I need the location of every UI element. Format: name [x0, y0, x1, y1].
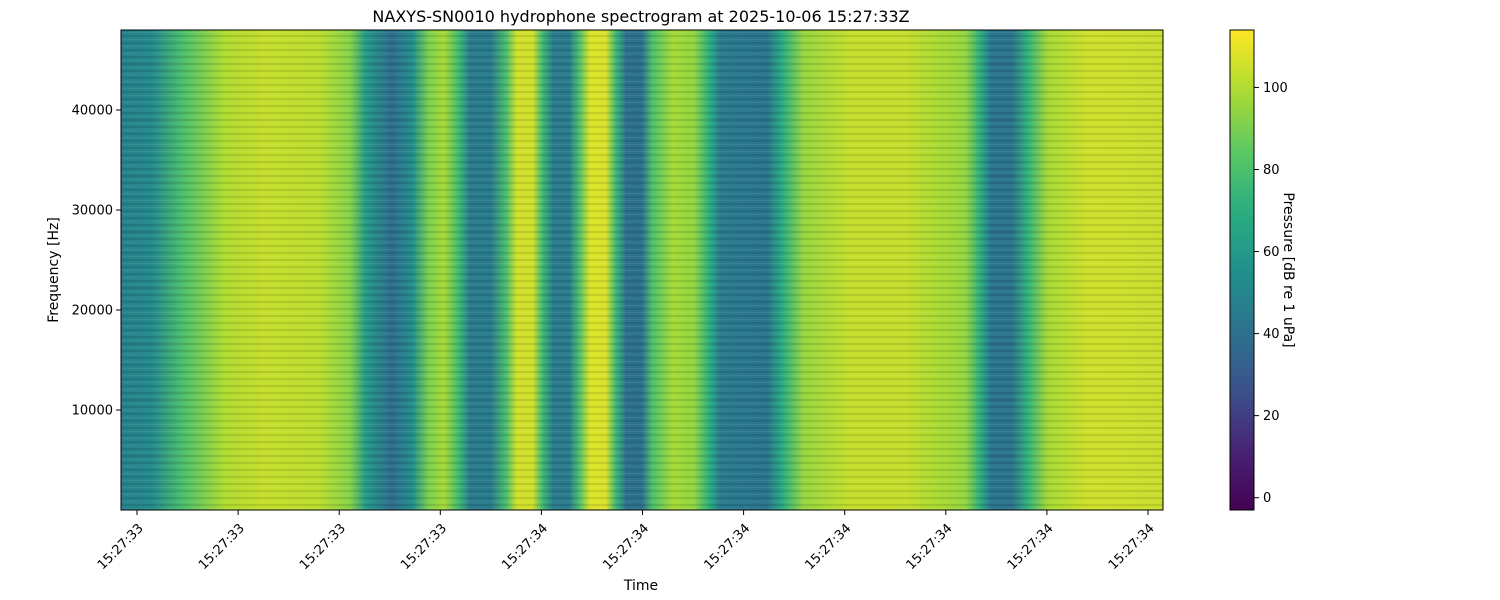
colorbar-tick-label: 100 — [1263, 81, 1288, 96]
x-tick-label: 15:27:34 — [1106, 521, 1158, 573]
colorbar-frame — [1229, 29, 1255, 511]
x-tick-label: 15:27:34 — [499, 521, 551, 573]
chart-title: NAXYS-SN0010 hydrophone spectrogram at 2… — [372, 7, 909, 26]
colorbar-tick-label: 0 — [1263, 491, 1271, 506]
x-tick-label: 15:27:34 — [1005, 521, 1057, 573]
y-tick-label: 30000 — [72, 204, 113, 219]
x-tick-label: 15:27:34 — [904, 521, 956, 573]
x-axis: 15:27:33 15:27:33 15:27:33 15:27:33 15:27:34… — [95, 510, 1158, 573]
x-tick-label: 15:27:33 — [95, 521, 147, 573]
x-tick-label: 15:27:34 — [600, 521, 652, 573]
y-axis-label: Frequency [Hz] — [46, 217, 62, 323]
colorbar-label: Pressure [dB re 1 uPa] — [1280, 192, 1296, 347]
x-tick-label: 15:27:33 — [398, 521, 450, 573]
y-tick-label: 40000 — [72, 104, 113, 119]
colorbar-scale — [1230, 30, 1254, 510]
x-tick-label: 15:27:33 — [196, 521, 248, 573]
y-tick-label: 20000 — [72, 304, 113, 319]
plot-area — [120, 29, 1164, 511]
y-axis: 10000 20000 30000 40000 — [72, 104, 121, 419]
colorbar: 0 20 40 60 80 100 Pressure [dB re 1 uPa] — [1229, 29, 1296, 511]
x-axis-label: Time — [623, 578, 658, 594]
colorbar-tick-label: 40 — [1263, 327, 1280, 342]
x-tick-label: 15:27:34 — [701, 521, 753, 573]
spectrogram-texture — [121, 30, 1163, 510]
colorbar-ticks: 0 20 40 60 80 100 — [1254, 81, 1288, 506]
x-tick-label: 15:27:33 — [297, 521, 349, 573]
colorbar-tick-label: 80 — [1263, 163, 1280, 178]
y-tick-label: 10000 — [72, 404, 113, 419]
colorbar-tick-label: 60 — [1263, 245, 1280, 260]
colorbar-tick-label: 20 — [1263, 409, 1280, 424]
x-tick-label: 15:27:34 — [803, 521, 855, 573]
